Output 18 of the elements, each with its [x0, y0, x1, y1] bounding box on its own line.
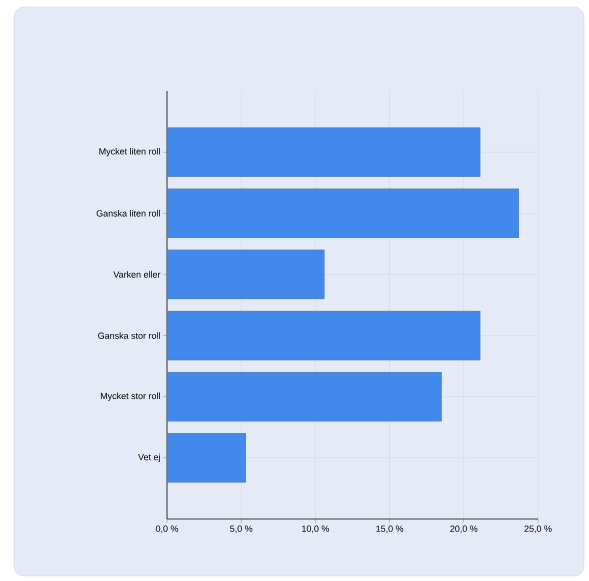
y-tick-label: Ganska stor roll	[98, 332, 160, 339]
bar	[167, 250, 325, 300]
bar	[167, 188, 519, 238]
y-tick-label: Mycket stor roll	[100, 392, 160, 401]
x-tick-label: 5,0 %	[230, 526, 252, 533]
bar	[167, 310, 480, 360]
x-tick-label: 20,0 %	[450, 526, 478, 533]
y-tick-label: Vet ej	[138, 454, 160, 462]
y-tick-label: Mycket liten roll	[99, 148, 160, 156]
x-tick-label: 15,0 %	[376, 526, 404, 533]
bar	[167, 433, 246, 483]
y-tick-label: Ganska liten roll	[96, 210, 160, 217]
bar	[167, 127, 480, 177]
y-tick-label: Varken eller	[113, 271, 160, 278]
x-tick-label: 10,0 %	[302, 526, 330, 533]
x-tick-label: 0,0 %	[156, 526, 178, 533]
bar	[167, 372, 442, 422]
x-tick-label: 25,0 %	[524, 526, 552, 533]
